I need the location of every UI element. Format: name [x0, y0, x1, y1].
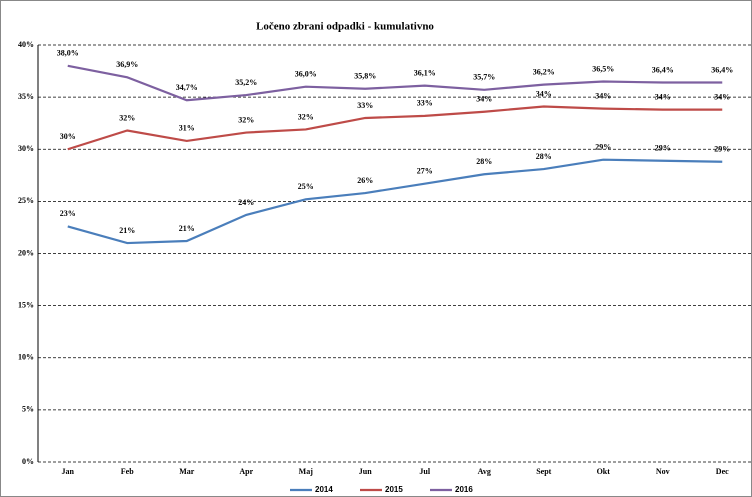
data-label: 29%	[714, 145, 730, 154]
y-tick-label: 10%	[18, 353, 34, 362]
legend-label: 2016	[455, 485, 473, 494]
data-label: 38,0%	[57, 49, 79, 58]
x-tick-label: Maj	[299, 467, 314, 476]
x-tick-label: Feb	[121, 467, 134, 476]
legend-label: 2015	[385, 485, 403, 494]
data-label: 28%	[536, 152, 552, 161]
data-label: 35,8%	[354, 72, 376, 81]
y-tick-label: 40%	[18, 40, 34, 49]
data-label: 21%	[179, 224, 195, 233]
y-tick-label: 20%	[18, 248, 34, 257]
data-label: 34%	[536, 89, 552, 98]
y-tick-label: 15%	[18, 300, 34, 309]
data-label: 36,9%	[116, 60, 138, 69]
data-label: 25%	[298, 182, 314, 191]
x-tick-label: Sept	[536, 467, 551, 476]
data-label: 36,2%	[533, 67, 555, 76]
x-tick-label: Nov	[656, 467, 670, 476]
data-label: 35,2%	[235, 78, 257, 87]
x-tick-label: Jun	[359, 467, 372, 476]
data-label: 33%	[417, 99, 433, 108]
y-tick-label: 0%	[22, 457, 34, 466]
y-tick-label: 25%	[18, 196, 34, 205]
data-label: 36,1%	[414, 68, 436, 77]
data-label: 35,7%	[473, 73, 495, 82]
x-tick-label: Okt	[597, 467, 611, 476]
data-label: 23%	[60, 209, 76, 218]
data-label: 29%	[655, 144, 671, 153]
data-label: 36,4%	[652, 65, 674, 74]
legend-label: 2014	[315, 485, 333, 494]
data-label: 36,4%	[711, 65, 733, 74]
data-label: 30%	[60, 132, 76, 141]
x-tick-label: Dec	[716, 467, 729, 476]
y-tick-label: 35%	[18, 92, 34, 101]
chart: Ločeno zbrani odpadki - kumulativno 0% 5%…	[0, 0, 752, 497]
data-label: 34%	[655, 92, 671, 101]
data-label: 32%	[298, 112, 314, 121]
x-tick-label: Jan	[62, 467, 75, 476]
data-label: 31%	[179, 124, 195, 133]
x-tick-label: Mar	[179, 467, 195, 476]
x-tick-label: Avg	[478, 467, 491, 476]
data-label: 27%	[417, 166, 433, 175]
data-label: 29%	[595, 143, 611, 152]
data-label: 32%	[119, 113, 135, 122]
data-label: 34%	[476, 95, 492, 104]
data-label: 36,0%	[295, 70, 317, 79]
data-label: 34%	[595, 91, 611, 100]
data-label: 33%	[357, 101, 373, 110]
data-label: 28%	[476, 157, 492, 166]
data-label: 26%	[357, 176, 373, 185]
chart-title: Ločeno zbrani odpadki - kumulativno	[256, 21, 434, 33]
data-label: 36,5%	[592, 64, 614, 73]
data-label: 34%	[714, 92, 730, 101]
y-tick-label: 30%	[18, 144, 34, 153]
data-label: 32%	[238, 115, 254, 124]
y-tick-label: 5%	[22, 405, 34, 414]
x-tick-label: Jul	[419, 467, 430, 476]
data-label: 21%	[119, 226, 135, 235]
data-label: 34,7%	[176, 83, 198, 92]
x-tick-label: Apr	[239, 467, 253, 476]
data-label: 24%	[238, 198, 254, 207]
